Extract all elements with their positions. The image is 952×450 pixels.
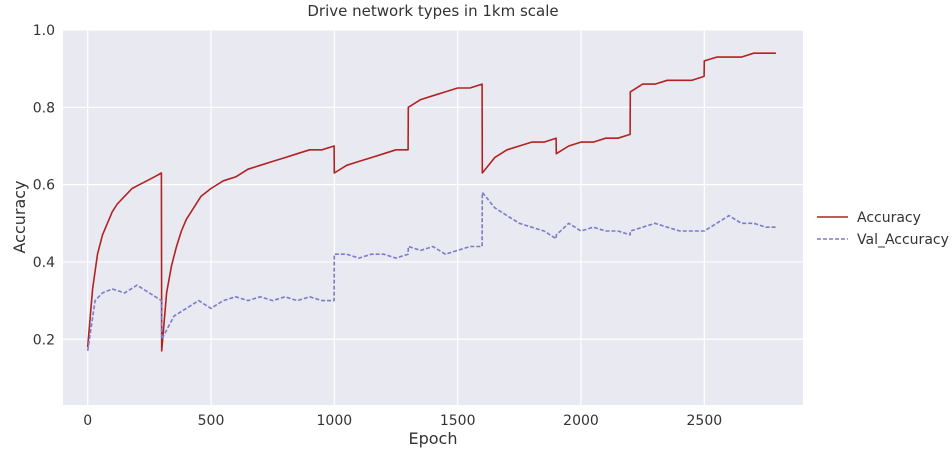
legend-label: Accuracy xyxy=(857,210,921,226)
y-tick-label: 1.0 xyxy=(33,23,55,39)
legend-label: Val_Accuracy xyxy=(857,232,949,248)
legend: Accuracy Val_Accuracy xyxy=(817,210,949,248)
y-tick-label: 0.6 xyxy=(33,178,55,194)
x-tick-label: 2000 xyxy=(563,413,599,429)
series-line-accuracy xyxy=(86,52,776,352)
x-tick-label: 1500 xyxy=(440,413,476,429)
series-line-val-accuracy xyxy=(86,191,776,352)
plot-area: 0 500 1000 1500 2000 2500 0.2 0.4 0.6 0.8 1.0 xyxy=(33,23,803,429)
y-tick-label: 0.8 xyxy=(33,100,55,116)
x-tick-label: 2500 xyxy=(687,413,723,429)
y-tick-label: 0.2 xyxy=(33,332,55,348)
x-tick-label: 1000 xyxy=(317,413,353,429)
y-axis-label: Accuracy xyxy=(10,180,29,253)
chart-title: Drive network types in 1km scale xyxy=(307,2,558,20)
plot-background xyxy=(63,30,803,405)
y-tick-label: 0.4 xyxy=(33,255,55,271)
x-axis-label: Epoch xyxy=(409,429,458,448)
x-tick-label: 0 xyxy=(83,413,92,429)
x-tick-label: 500 xyxy=(198,413,225,429)
